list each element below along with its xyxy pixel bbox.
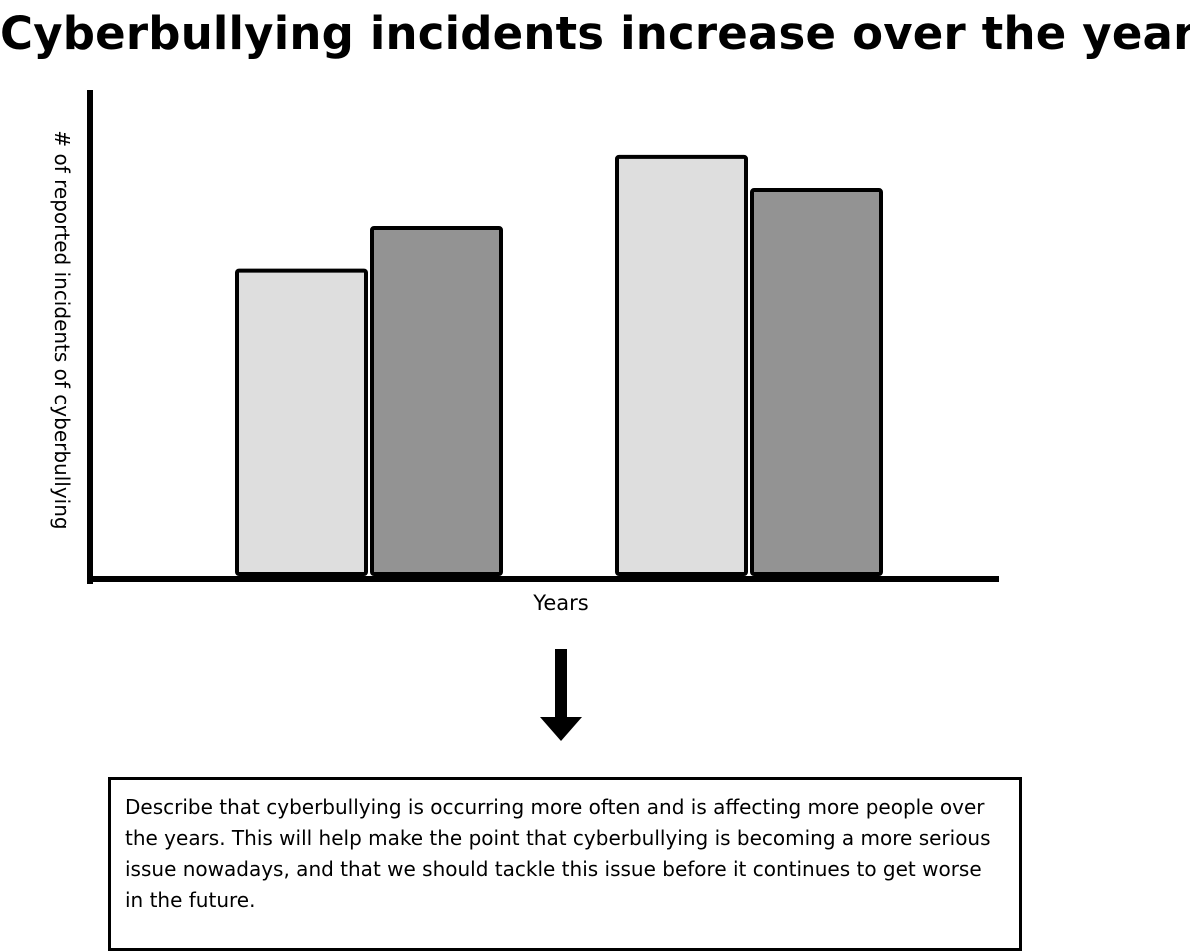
description-text: Describe that cyberbullying is occurring… xyxy=(125,795,991,912)
page-title: Cyberbullying incidents increase over th… xyxy=(0,7,1190,60)
bar-3 xyxy=(615,154,748,576)
bar-group xyxy=(235,154,883,576)
description-box: Describe that cyberbullying is occurring… xyxy=(108,777,1022,951)
x-axis-label: Years xyxy=(533,591,589,615)
arrow-down-icon xyxy=(540,649,582,741)
bar-2 xyxy=(370,225,503,576)
bar-4 xyxy=(750,188,883,576)
bar-1 xyxy=(235,268,368,576)
y-axis-label: # of reported incidents of cyberbullying xyxy=(50,130,74,530)
